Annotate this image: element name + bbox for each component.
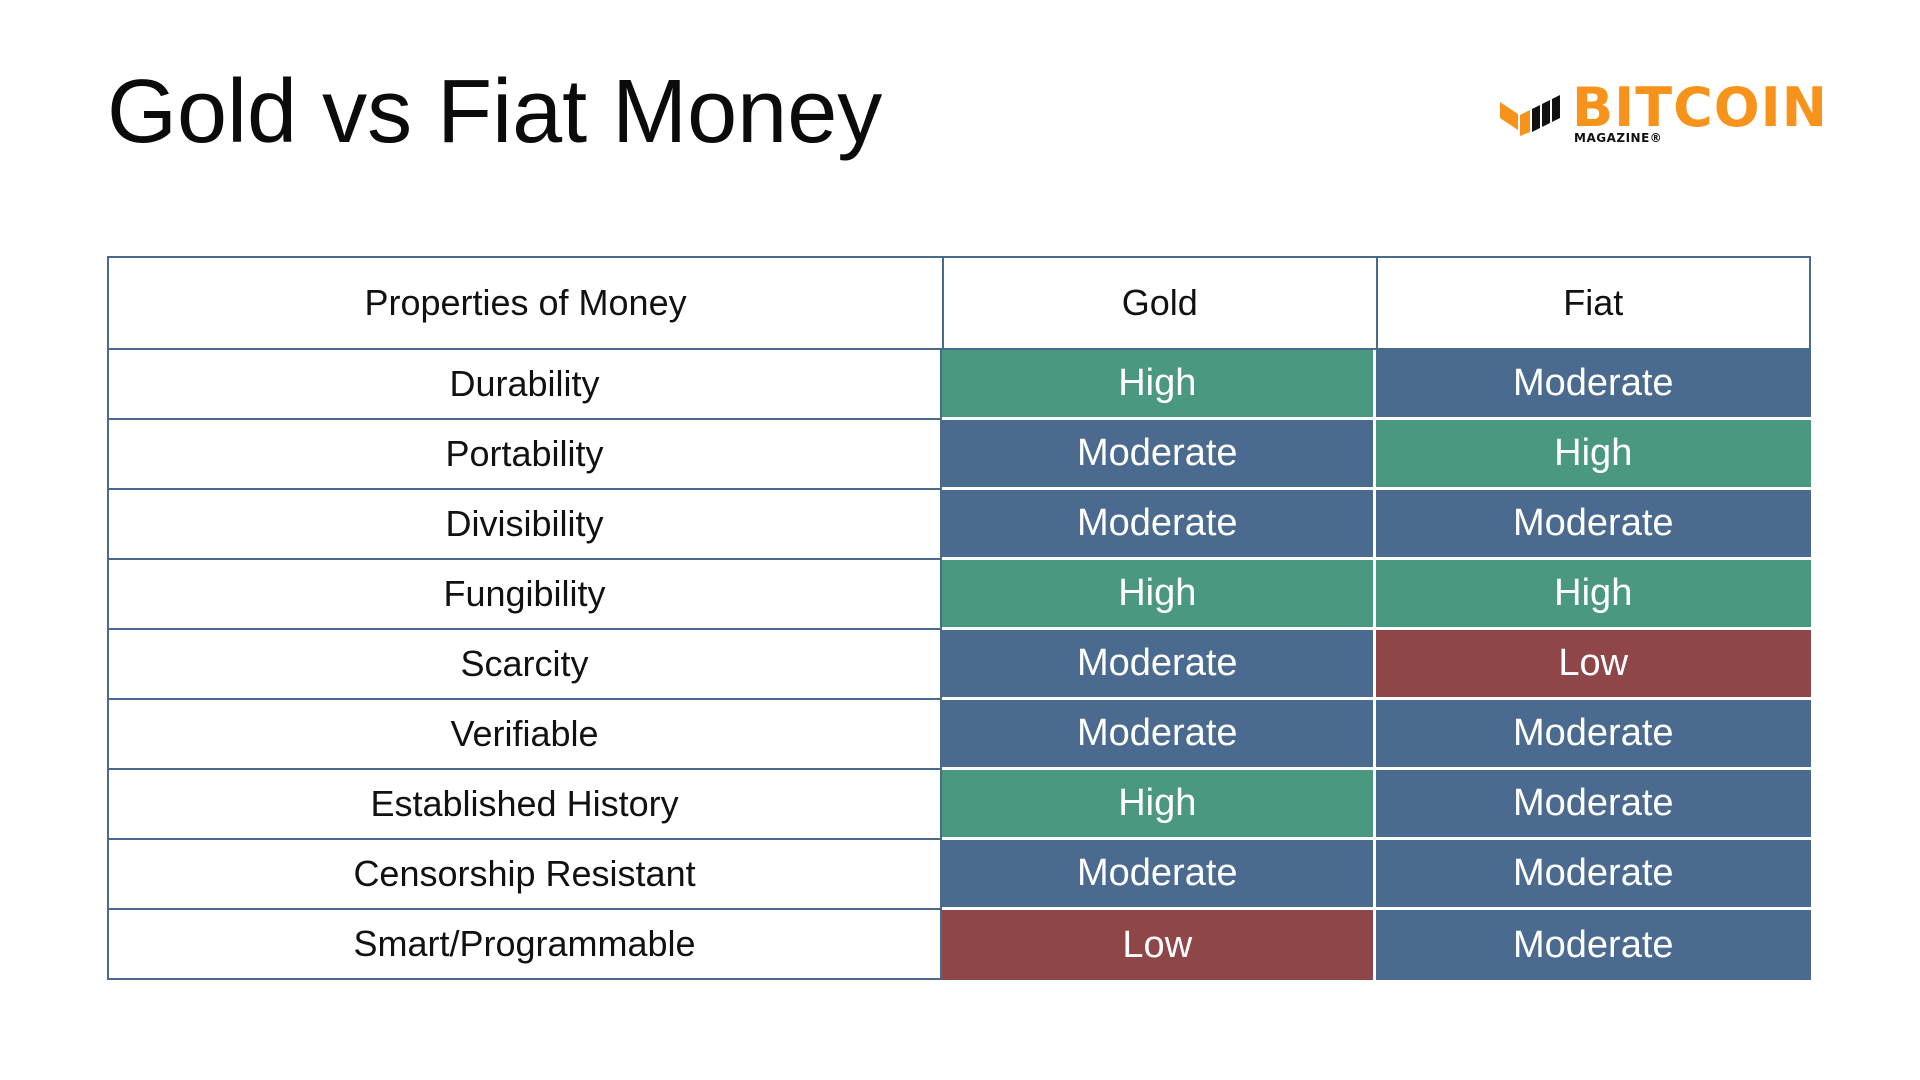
property-label: Smart/Programmable [107,910,943,980]
table-row: Smart/Programmable Low Moderate [107,910,1811,980]
fiat-rating-cell: Moderate [1375,910,1811,980]
fiat-rating-cell: Moderate [1375,490,1811,560]
fiat-rating-cell: Moderate [1375,840,1811,910]
table-row: Divisibility Moderate Moderate [107,490,1811,560]
gold-rating-cell: High [942,560,1376,630]
table-row: Established History High Moderate [107,770,1811,840]
table-row: Portability Moderate High [107,420,1811,490]
fiat-rating-cell: Low [1375,630,1811,700]
header-properties: Properties of Money [107,256,943,350]
header-gold: Gold [942,256,1376,350]
header-fiat: Fiat [1375,256,1811,350]
table-header-row: Properties of Money Gold Fiat [107,256,1811,350]
logo-wordmark: BITCOIN [1572,76,1828,139]
gold-rating-cell: Moderate [942,700,1376,770]
property-label: Established History [107,770,943,840]
property-label: Fungibility [107,560,943,630]
property-label: Verifiable [107,700,943,770]
bitcoin-magazine-logo-mark-icon [1500,95,1560,136]
gold-rating-cell: Moderate [942,490,1376,560]
property-label: Censorship Resistant [107,840,943,910]
gold-rating-cell: High [942,350,1376,420]
table-row: Scarcity Moderate Low [107,630,1811,700]
gold-rating-cell: Moderate [942,420,1376,490]
logo-subtitle: MAGAZINE® [1574,131,1663,145]
property-label: Portability [107,420,943,490]
gold-rating-cell: Moderate [942,630,1376,700]
bitcoin-magazine-logo: BITCOIN MAGAZINE® [1500,78,1830,150]
comparison-table: Properties of Money Gold Fiat Durability… [107,256,1811,980]
gold-rating-cell: High [942,770,1376,840]
fiat-rating-cell: Moderate [1375,770,1811,840]
table-row: Durability High Moderate [107,350,1811,420]
fiat-rating-cell: High [1375,560,1811,630]
page-title: Gold vs Fiat Money [107,62,883,162]
fiat-rating-cell: Moderate [1375,350,1811,420]
gold-rating-cell: Low [942,910,1376,980]
gold-rating-cell: Moderate [942,840,1376,910]
fiat-rating-cell: Moderate [1375,700,1811,770]
table-row: Fungibility High High [107,560,1811,630]
fiat-rating-cell: High [1375,420,1811,490]
table-row: Censorship Resistant Moderate Moderate [107,840,1811,910]
property-label: Divisibility [107,490,943,560]
property-label: Scarcity [107,630,943,700]
table-body: Durability High Moderate Portability Moderat… [107,350,1811,980]
property-label: Durability [107,350,943,420]
table-row: Verifiable Moderate Moderate [107,700,1811,770]
